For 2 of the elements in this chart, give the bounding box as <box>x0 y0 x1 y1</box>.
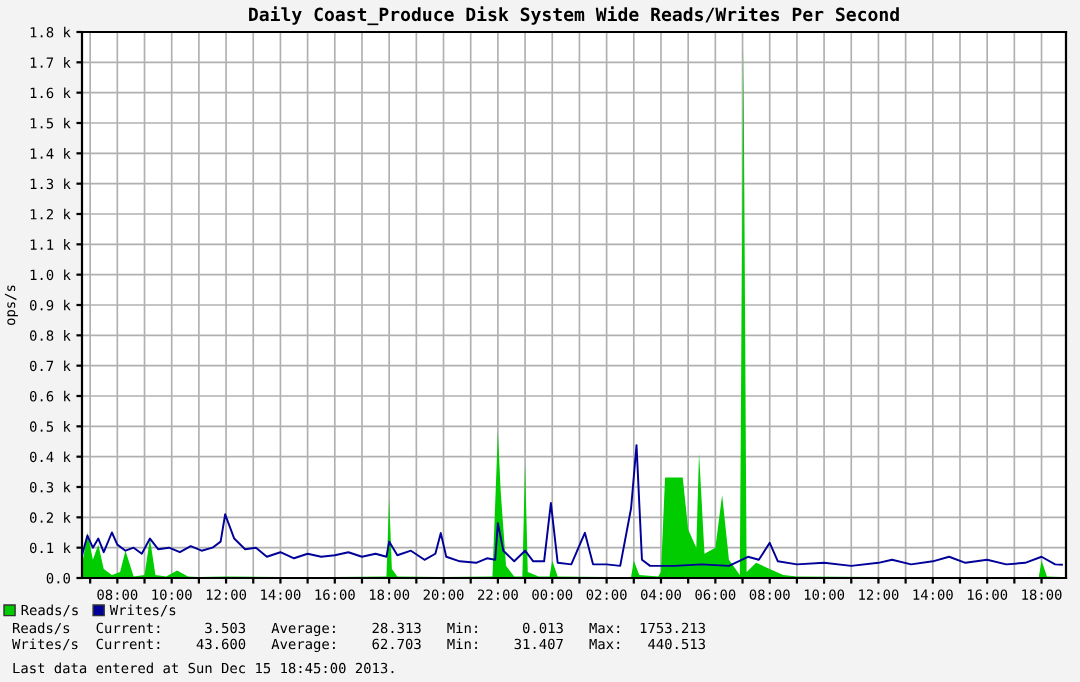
chart-title: Daily Coast_Produce Disk System Wide Reads/Writes Per Second <box>249 6 899 26</box>
line-series <box>82 444 1063 567</box>
